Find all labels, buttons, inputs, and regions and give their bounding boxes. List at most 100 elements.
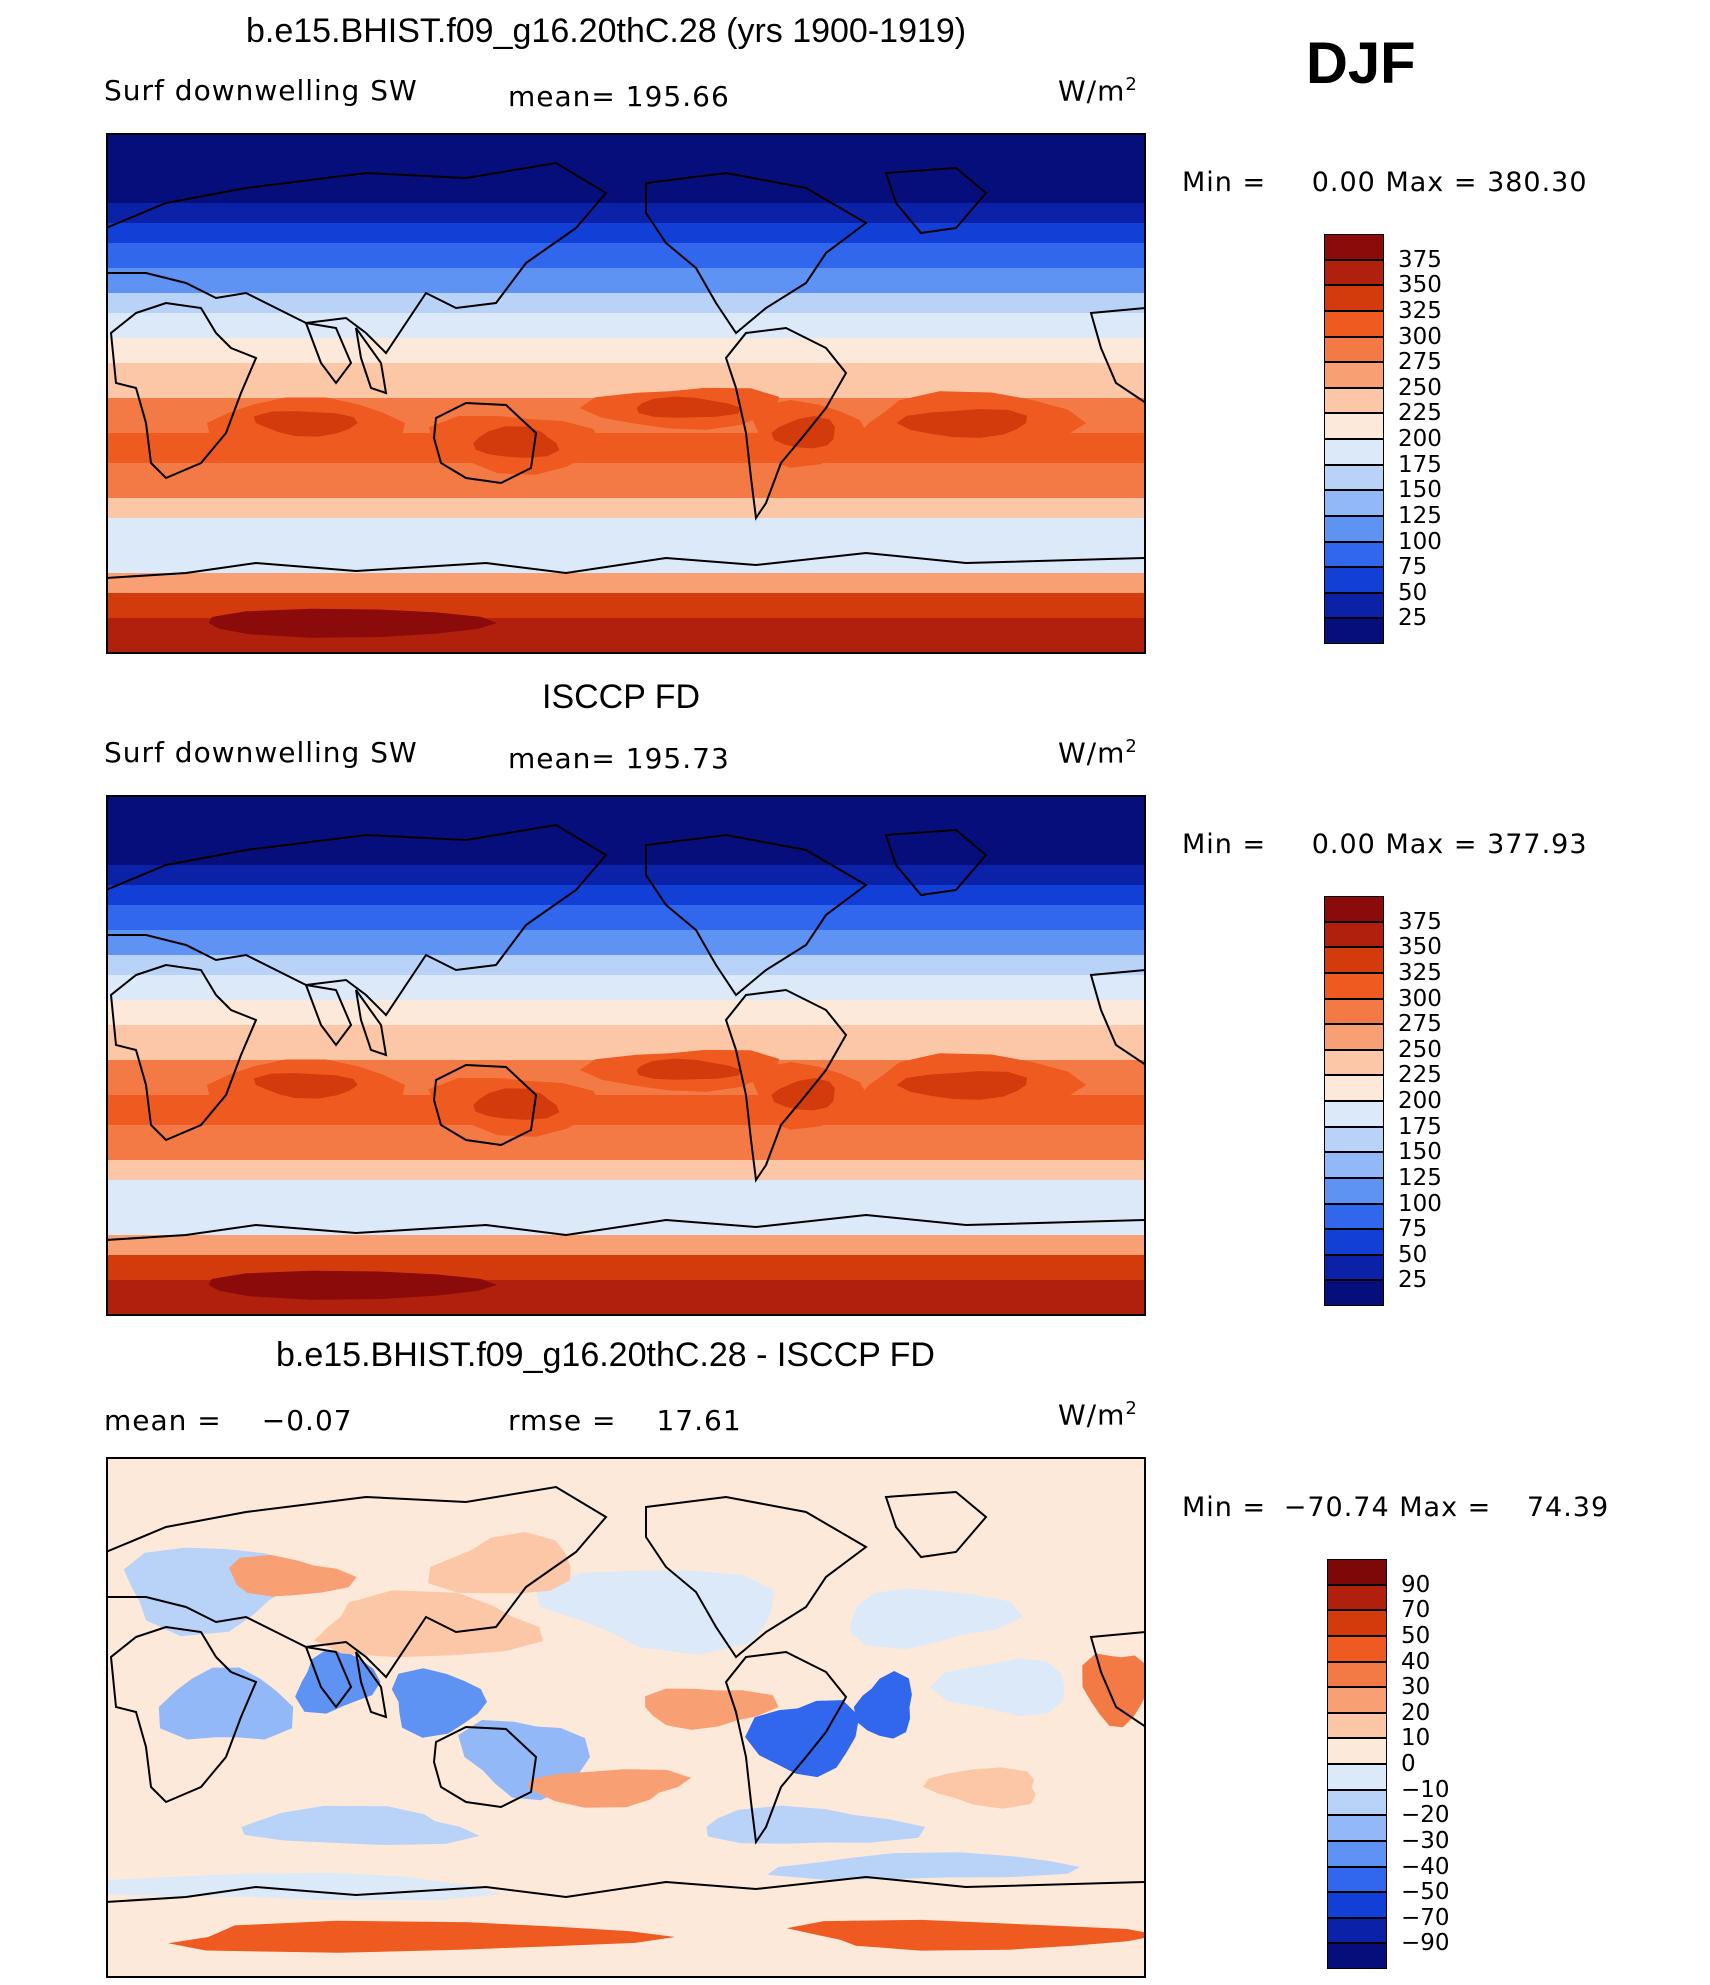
panel2-mean-label: mean= xyxy=(508,742,616,775)
colorbar-tick-label: 25 xyxy=(1398,605,1428,632)
colorbar-tick-label: 150 xyxy=(1398,477,1442,504)
colorbar-tick-label: 40 xyxy=(1401,1648,1431,1675)
colorbar-tick-label: 90 xyxy=(1401,1571,1431,1598)
panel3-units-base: W/m xyxy=(1058,1398,1126,1432)
field-blob xyxy=(473,426,560,458)
colorbar-tick-label: 20 xyxy=(1401,1699,1431,1726)
field-blob xyxy=(1082,1653,1146,1728)
colorbar-tick-label: −40 xyxy=(1401,1853,1450,1880)
coastline xyxy=(304,983,353,1047)
map-frame xyxy=(106,795,1146,1316)
coastline xyxy=(884,1490,988,1559)
field-blob xyxy=(253,411,358,437)
map-frame xyxy=(106,133,1146,654)
panel3-units: W/m2 xyxy=(1058,1398,1138,1431)
field-blob xyxy=(767,1852,1080,1880)
panel3-minmax: Min = −70.74 Max = 74.39 xyxy=(1182,1492,1609,1523)
field-band xyxy=(106,573,1146,593)
coastline xyxy=(432,1725,538,1809)
coastline xyxy=(432,1063,538,1147)
colorbar-box xyxy=(1324,567,1384,593)
panel2-min-label: Min = xyxy=(1182,829,1267,860)
colorbar-box xyxy=(1324,1280,1384,1306)
coastline xyxy=(106,823,608,1017)
field-blob xyxy=(168,1920,676,1953)
coastline xyxy=(724,1650,848,1845)
coastline xyxy=(109,963,258,1142)
panel1-colorbar: 375 350 325 300 275 250 225 200 175 150 125 100 75 50… xyxy=(1324,234,1442,644)
colorbar-tick-label: 200 xyxy=(1398,1088,1442,1114)
field-band xyxy=(106,463,1146,498)
panel2-units-sup: 2 xyxy=(1125,736,1138,757)
colorbar-tick-label: 175 xyxy=(1398,1113,1442,1140)
panel1-minmax: Min = 0.00 Max = 380.30 xyxy=(1182,167,1588,198)
field-band xyxy=(106,498,1146,518)
colorbar-box xyxy=(1324,515,1384,542)
season-label: DJF xyxy=(1306,31,1416,96)
colorbar-tick-label: 325 xyxy=(1398,297,1442,324)
field-blob xyxy=(208,608,497,638)
colorbar-box xyxy=(1324,259,1384,286)
colorbar-tick-label: 175 xyxy=(1398,451,1442,478)
panel2-max-value: 377.93 xyxy=(1487,829,1588,860)
colorbar-tick-label: −10 xyxy=(1401,1776,1450,1803)
panel1-units: W/m2 xyxy=(1058,74,1138,107)
panel3-title: b.e15.BHIST.f09_g16.20thC.28 - ISCCP FD xyxy=(276,1336,935,1374)
colorbar-tick-label: 70 xyxy=(1401,1597,1431,1624)
colorbar-tick-label: 300 xyxy=(1398,323,1442,350)
colorbar-box xyxy=(1324,947,1384,973)
field-blob xyxy=(314,1590,543,1658)
colorbar-box xyxy=(1324,1152,1384,1178)
field-blob xyxy=(208,1270,497,1300)
colorbar-box xyxy=(1324,972,1384,999)
colorbar-box xyxy=(1324,921,1384,948)
coastline xyxy=(724,326,848,521)
colorbar-box xyxy=(1327,1687,1387,1713)
colorbar-box xyxy=(1327,1635,1387,1662)
colorbar-tick-label: 30 xyxy=(1401,1674,1431,1701)
panel3-colorbar: 90 70 50 40 30 20 10 0 −10 −20 −30 −40 −50 −70 −90 xyxy=(1327,1559,1450,1969)
colorbar-box xyxy=(1324,310,1384,337)
coastline xyxy=(1089,968,1146,1067)
field-band xyxy=(106,223,1146,243)
colorbar-box xyxy=(1327,1610,1387,1636)
panel3-mean: mean = −0.07 xyxy=(104,1404,353,1437)
field-band xyxy=(106,1000,1146,1025)
colorbar-tick-label: 100 xyxy=(1398,1190,1442,1217)
panel2-minmax: Min = 0.00 Max = 377.93 xyxy=(1182,829,1588,860)
field-blob xyxy=(786,1919,1146,1951)
colorbar-box xyxy=(1327,1917,1387,1944)
field-blob xyxy=(896,1071,1028,1100)
colorbar-box xyxy=(1324,998,1384,1025)
coastline xyxy=(304,1645,353,1709)
colorbar-tick-label: 50 xyxy=(1401,1622,1431,1649)
coastline xyxy=(355,989,388,1057)
colorbar-box xyxy=(1327,1943,1387,1969)
colorbar-box xyxy=(1324,1049,1384,1076)
coastline xyxy=(1089,306,1146,405)
colorbar-tick-label: 0 xyxy=(1401,1751,1416,1777)
colorbar-tick-label: −90 xyxy=(1401,1930,1450,1957)
panel2-colorbar: 375 350 325 300 275 250 225 200 175 150 125 100 75 50… xyxy=(1324,896,1442,1306)
field-blob xyxy=(241,1805,480,1845)
colorbar-tick-label: 10 xyxy=(1401,1725,1431,1752)
colorbar-tick-label: −50 xyxy=(1401,1879,1450,1906)
colorbar-box xyxy=(1324,464,1384,491)
colorbar-tick-label: 125 xyxy=(1398,502,1442,529)
field-band xyxy=(106,313,1146,338)
colorbar-tick-label: 225 xyxy=(1398,1062,1442,1089)
colorbar-tick-label: −20 xyxy=(1401,1802,1450,1829)
field-band xyxy=(106,905,1146,930)
coastline xyxy=(645,1495,868,1659)
field-blob xyxy=(896,409,1028,438)
colorbar-box xyxy=(1327,1584,1387,1611)
panel1-map xyxy=(106,133,1146,654)
panel3-rmse: rmse = 17.61 xyxy=(508,1404,742,1437)
panel1-mean-label: mean= xyxy=(508,80,616,113)
colorbar-tick-label: −30 xyxy=(1401,1827,1450,1854)
colorbar-box xyxy=(1324,1254,1384,1281)
colorbar-tick-label: 75 xyxy=(1398,1216,1428,1243)
field-blob xyxy=(771,1078,835,1111)
coastline xyxy=(724,988,848,1183)
coastline xyxy=(304,321,353,385)
